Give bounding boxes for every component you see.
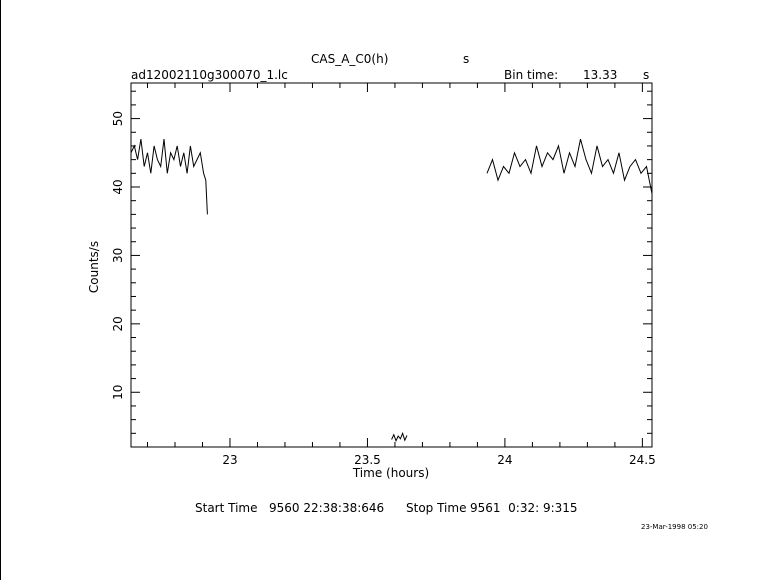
y-tick-label: 10 [111,385,125,400]
x-tick-label: 24.5 [629,453,656,467]
stop-time-label: Stop Time [406,501,467,515]
bin-time-unit: s [643,68,650,82]
y-tick-label: 30 [111,248,125,263]
y-axis-label: Counts/s [87,241,101,293]
date-stamp: 23-Mar-1998 05:20 [641,523,708,531]
plot-frame [130,82,653,448]
stop-time-value: 9561 0:32: 9:315 [470,501,578,515]
axis-ticks: 23 23.5 24 24.5 10 20 30 40 50 [111,83,656,467]
y-tick-label: 20 [111,316,125,331]
y-tick-label: 40 [111,179,125,194]
x-tick-label: 24 [497,453,512,467]
bin-time-value: 13.33 [583,68,618,82]
bin-time-label: Bin time: [504,68,559,82]
data-series [130,138,653,443]
light-curve-segment-1 [130,139,208,215]
start-time-value: 9560 22:38:38:646 [269,501,385,515]
window-left-border [0,0,1,580]
y-tick-label: 50 [111,111,125,126]
x-tick-label: 23.5 [354,453,381,467]
light-curve-segment-2 [391,431,408,443]
plot-border [130,82,653,448]
start-time-label: Start Time [195,501,258,515]
x-axis-label: Time (hours) [352,466,429,480]
file-name: ad12002110g300070_1.lc [131,68,288,82]
x-tick-label: 23 [222,453,237,467]
light-curve-segment-3 [486,138,653,194]
object-name: CAS_A_C0(h) [311,52,389,66]
object-unit: s [463,52,470,66]
